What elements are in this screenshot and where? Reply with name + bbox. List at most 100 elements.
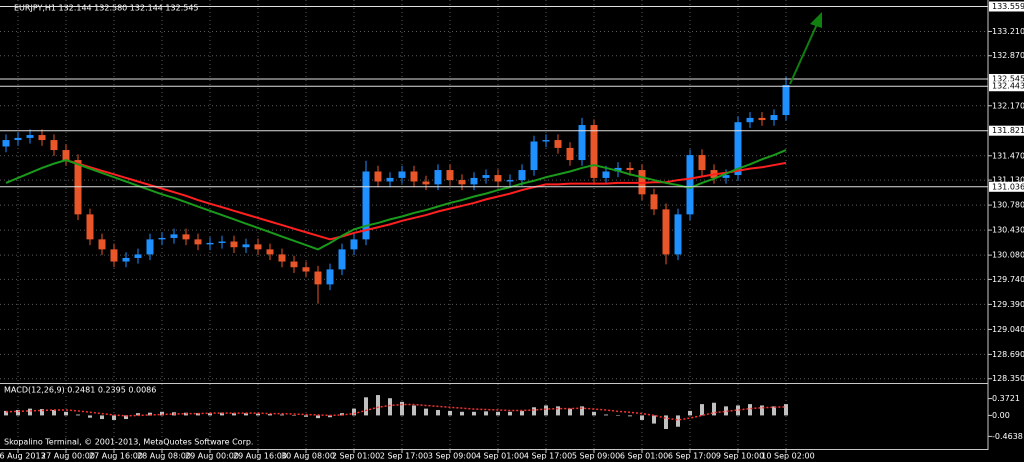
candle-body — [746, 117, 754, 123]
candle-body — [698, 155, 706, 171]
x-tick-label: 6 Sep 17:00 — [668, 452, 716, 461]
signal-line — [5, 403, 787, 421]
histogram-bar — [472, 411, 476, 416]
candle-body — [686, 155, 694, 215]
histogram-bar — [736, 405, 740, 416]
histogram-bar — [664, 415, 668, 429]
level-label: 133.559 — [992, 2, 1024, 11]
histogram-bar — [52, 409, 56, 416]
candle-body — [770, 115, 778, 121]
candle-body — [86, 214, 94, 240]
histogram-bar — [772, 406, 776, 416]
candle-body — [578, 125, 586, 161]
arrow-head — [810, 12, 822, 28]
histogram-bar — [460, 411, 464, 416]
histogram-bar — [484, 411, 488, 416]
histogram-bar — [16, 409, 20, 416]
y-tick-label: -0.4638 — [992, 432, 1023, 441]
y-tick-label: 129.390 — [992, 300, 1024, 309]
y-tick-label: 129.040 — [992, 325, 1024, 334]
y-tick-label: 131.470 — [992, 151, 1024, 160]
histogram-bar — [316, 415, 320, 419]
histogram-bar — [724, 406, 728, 416]
level-label-box — [989, 181, 1024, 192]
histogram-bar — [676, 415, 680, 427]
candle-body — [374, 171, 382, 182]
level-label: 131.036 — [992, 182, 1024, 191]
histogram-bar — [520, 410, 524, 416]
candle-body — [38, 135, 46, 141]
histogram-bar — [364, 397, 368, 416]
y-tick-label: 130.430 — [992, 226, 1024, 235]
candle-body — [50, 140, 58, 151]
level-label-box — [989, 73, 1024, 84]
histogram-bar — [40, 409, 44, 416]
candle-body — [158, 237, 166, 240]
candle-body — [590, 125, 598, 178]
histogram-bar — [568, 408, 572, 416]
histogram-bar — [496, 411, 500, 416]
histogram-bar — [400, 401, 404, 416]
x-tick-label: 5 Sep 09:00 — [572, 452, 620, 461]
candle-body — [554, 140, 562, 148]
histogram-bar — [712, 402, 716, 416]
candle-body — [422, 181, 430, 185]
histogram-bar — [124, 415, 128, 420]
candle-body — [758, 117, 766, 121]
histogram-bar — [64, 411, 68, 416]
candle-body — [242, 244, 250, 248]
y-tick-label: 132.170 — [992, 101, 1024, 110]
y-tick-label: 131.130 — [992, 176, 1024, 185]
level-label: 131.821 — [992, 126, 1024, 135]
candle-body — [386, 177, 394, 182]
macd-title: MACD(12,26,9) 0.2481 0.2395 0.0086 — [4, 386, 156, 395]
candle-body — [518, 170, 526, 181]
candle-body — [650, 194, 658, 210]
candle-body — [674, 214, 682, 255]
histogram-bar — [640, 415, 644, 420]
histogram-bar — [688, 410, 692, 416]
candle-body — [362, 171, 370, 240]
candle-body — [194, 239, 202, 245]
histogram-bar — [388, 398, 392, 416]
y-tick-label: 132.870 — [992, 51, 1024, 60]
candle-body — [470, 177, 478, 185]
y-tick-label: 128.350 — [992, 374, 1024, 383]
candle-body — [146, 239, 154, 255]
candle-body — [218, 241, 226, 243]
candle-body — [122, 257, 130, 262]
candle-body — [482, 175, 490, 178]
candle-body — [302, 267, 310, 272]
histogram-bar — [292, 415, 296, 416]
candle-body — [398, 171, 406, 178]
candle-body — [626, 167, 634, 171]
histogram-bar — [760, 405, 764, 416]
candle-body — [182, 234, 190, 240]
histogram-bar — [436, 409, 440, 416]
candle-body — [494, 175, 502, 182]
candle-body — [350, 239, 358, 250]
candle-body — [266, 249, 274, 255]
candle-body — [110, 249, 118, 262]
candle-body — [14, 137, 22, 141]
histogram-bar — [616, 415, 620, 416]
level-label-box — [989, 1, 1024, 12]
histogram-bar — [244, 413, 248, 416]
level-label-box — [989, 125, 1024, 136]
y-tick-label: 0.00 — [992, 411, 1010, 420]
annotation-arrow — [789, 12, 822, 85]
x-tick-label: 30 Aug 08:00 — [281, 452, 335, 461]
histogram-bar — [148, 412, 152, 416]
histogram-bar — [160, 411, 164, 416]
candle-body — [530, 141, 538, 171]
x-tick-label: 29 Aug 16:00 — [233, 452, 287, 461]
candle-body — [314, 271, 322, 285]
histogram-bar — [700, 404, 704, 416]
candle-body — [338, 249, 346, 270]
histogram-bar — [136, 413, 140, 416]
histogram-bar — [580, 406, 584, 416]
candle-body — [782, 85, 790, 116]
candle-body — [290, 261, 298, 268]
y-tick-label: 0.3721 — [992, 394, 1020, 403]
